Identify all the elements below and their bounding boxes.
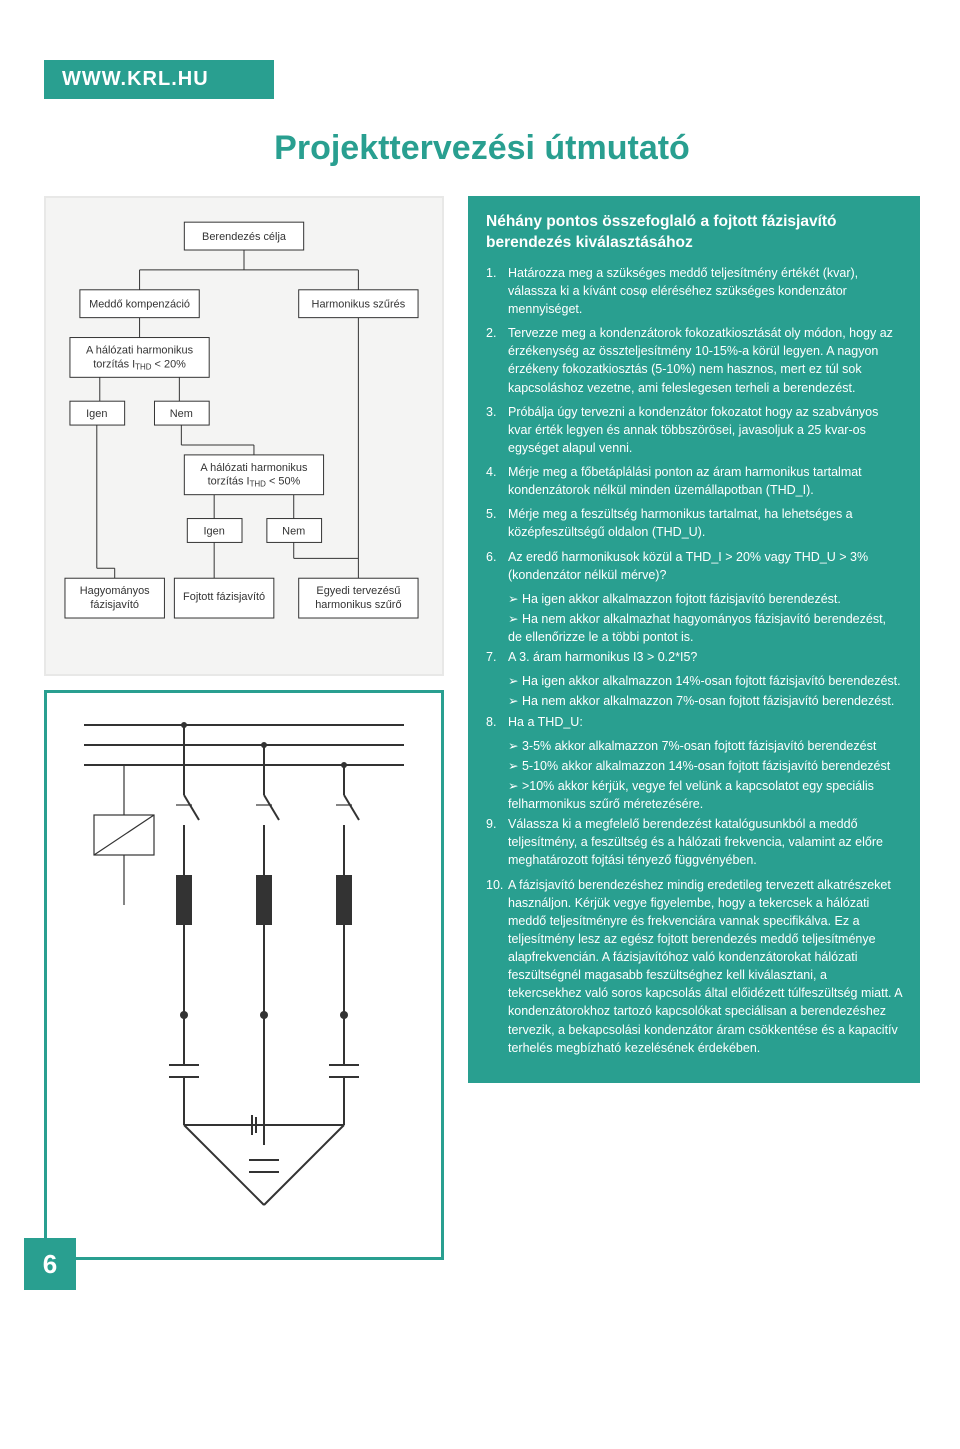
page-number: 6 [24, 1238, 76, 1290]
summary-list: Határozza meg a szükséges meddő teljesít… [486, 264, 902, 1057]
svg-text:Hagyományos: Hagyományos [80, 585, 150, 597]
flow-yes1: Igen [86, 408, 107, 420]
svg-text:Egyedi tervezésű: Egyedi tervezésű [316, 585, 400, 597]
url-header: WWW.KRL.HU [44, 60, 274, 99]
flow-right-branch: Harmonikus szűrés [312, 299, 406, 311]
item-10: A fázisjavító berendezéshez mindig erede… [486, 876, 902, 1057]
flow-no1: Nem [170, 408, 193, 420]
schematic-panel [44, 690, 444, 1260]
flow-root: Berendezés célja [202, 231, 287, 243]
schematic-svg [59, 705, 429, 1245]
sub-6a: Ha igen akkor alkalmazzon fojtott fázisj… [486, 590, 902, 608]
sub-7a: Ha igen akkor alkalmazzon 14%-osan fojto… [486, 672, 902, 690]
svg-text:A hálózati harmonikus: A hálózati harmonikus [200, 462, 308, 474]
item-3: Próbálja úgy tervezni a kondenzátor foko… [486, 403, 902, 457]
left-column: Berendezés célja Meddő kompenzáció Harmo… [44, 196, 444, 1260]
item-1: Határozza meg a szükséges meddő teljesít… [486, 264, 902, 318]
svg-text:fázisjavító: fázisjavító [90, 599, 139, 611]
right-column: Néhány pontos összefoglaló a fojtott fáz… [468, 196, 920, 1083]
sub-7b: Ha nem akkor alkalmazzon 7%-osan fojtott… [486, 692, 902, 710]
sub-8c: >10% akkor kérjük, vegye fel velünk a ka… [486, 777, 902, 813]
item-5: Mérje meg a feszültség harmonikus tartal… [486, 505, 902, 541]
svg-text:A hálózati harmonikus: A hálózati harmonikus [86, 344, 194, 356]
item-8: Ha a THD_U: [486, 713, 902, 731]
svg-text:harmonikus szűrő: harmonikus szűrő [315, 599, 401, 611]
sub-6b: Ha nem akkor alkalmazhat hagyományos fáz… [486, 610, 902, 646]
flow-no2: Nem [282, 525, 305, 537]
item-6: Az eredő harmonikusok közül a THD_I > 20… [486, 548, 902, 584]
page-title: Projekttervezési útmutató [44, 129, 920, 168]
flowchart-panel: Berendezés célja Meddő kompenzáció Harmo… [44, 196, 444, 676]
page: WWW.KRL.HU Projekttervezési útmutató Ber… [0, 0, 960, 1300]
item-4: Mérje meg a főbetáplálási ponton az áram… [486, 463, 902, 499]
flow-leaf2: Fojtott fázisjavító [183, 591, 265, 603]
flow-yes2: Igen [204, 525, 225, 537]
flowchart-svg: Berendezés célja Meddő kompenzáció Harmo… [60, 212, 428, 660]
item-9: Válassza ki a megfelelő berendezést kata… [486, 815, 902, 869]
item-7: A 3. áram harmonikus I3 > 0.2*I5? [486, 648, 902, 666]
flow-left-branch: Meddő kompenzáció [89, 299, 190, 311]
item-2: Tervezze meg a kondenzátorok fokozatkios… [486, 324, 902, 397]
summary-title: Néhány pontos összefoglaló a fojtott fáz… [486, 212, 902, 254]
sub-8b: 5-10% akkor alkalmazzon 14%-osan fojtott… [486, 757, 902, 775]
sub-8a: 3-5% akkor alkalmazzon 7%-osan fojtott f… [486, 737, 902, 755]
two-column-layout: Berendezés célja Meddő kompenzáció Harmo… [44, 196, 920, 1260]
